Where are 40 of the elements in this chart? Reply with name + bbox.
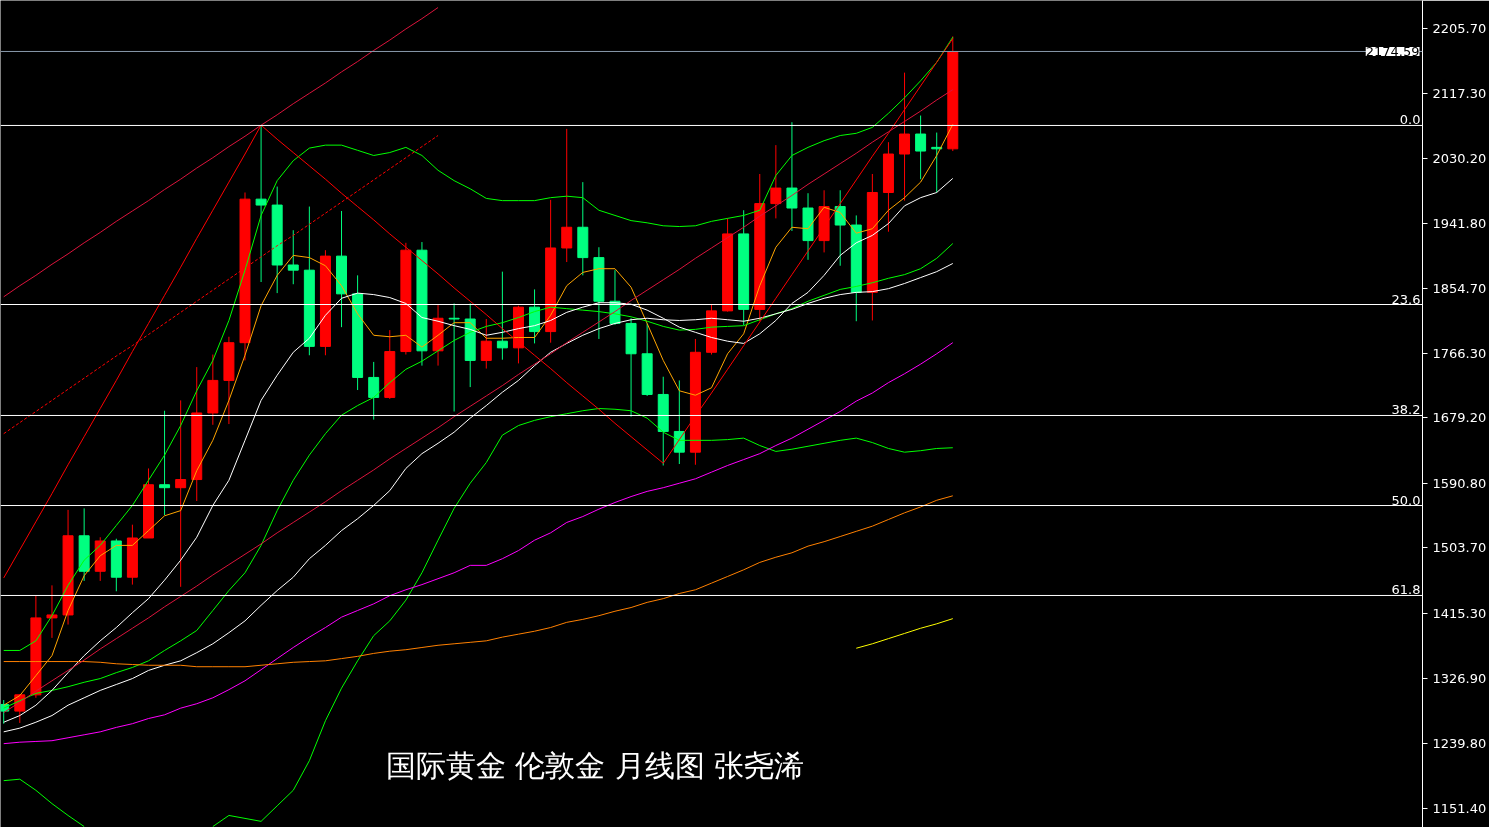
candlestick xyxy=(915,115,927,180)
y-tick-label: 1239.80 xyxy=(1432,735,1487,751)
candlestick xyxy=(496,271,508,361)
y-tick-label: 2117.30 xyxy=(1432,86,1487,102)
candlestick xyxy=(46,584,58,639)
y-tick-label: 2205.70 xyxy=(1432,20,1487,36)
candlestick xyxy=(899,72,911,202)
annotation: 0.0 xyxy=(1399,112,1421,128)
annotation: 38.2 xyxy=(1391,402,1421,418)
candlestick xyxy=(834,189,846,267)
candlestick xyxy=(448,302,460,412)
candlestick xyxy=(368,361,380,421)
y-tick-label: 1679.20 xyxy=(1432,410,1487,426)
candlestick xyxy=(255,124,267,283)
text: 国际黄金 伦敦金 月线图 张尧浠 xyxy=(385,747,805,783)
candlestick xyxy=(770,144,782,219)
y-tick-label: 1326.90 xyxy=(1432,671,1487,687)
candlestick xyxy=(480,318,492,370)
y-tick-label: 1590.80 xyxy=(1432,475,1487,491)
candlestick xyxy=(561,128,573,263)
candlestick xyxy=(786,121,798,232)
y-tick-label: 1854.70 xyxy=(1432,280,1487,296)
annotation: 50.0 xyxy=(1391,492,1421,508)
y-tick-label: 2030.20 xyxy=(1432,150,1487,166)
candlestick xyxy=(287,229,299,285)
line-series xyxy=(855,618,954,649)
y-tick-label: 1941.80 xyxy=(1432,216,1487,232)
y-tick-label: 1415.30 xyxy=(1432,605,1487,621)
y-tick-label: 1766.30 xyxy=(1432,346,1487,362)
line-series xyxy=(3,7,439,298)
line-series xyxy=(3,342,954,745)
candlestick xyxy=(175,399,187,588)
line-series xyxy=(3,495,954,668)
annotation: 23.6 xyxy=(1391,291,1421,307)
y-tick-label: 1151.40 xyxy=(1432,800,1487,816)
ref-line-label: 2174.59 xyxy=(1365,43,1420,59)
annotation: 61.8 xyxy=(1391,582,1421,598)
candlestick xyxy=(159,410,171,516)
line-series xyxy=(3,36,954,651)
y-tick-label: 1503.70 xyxy=(1432,540,1487,556)
